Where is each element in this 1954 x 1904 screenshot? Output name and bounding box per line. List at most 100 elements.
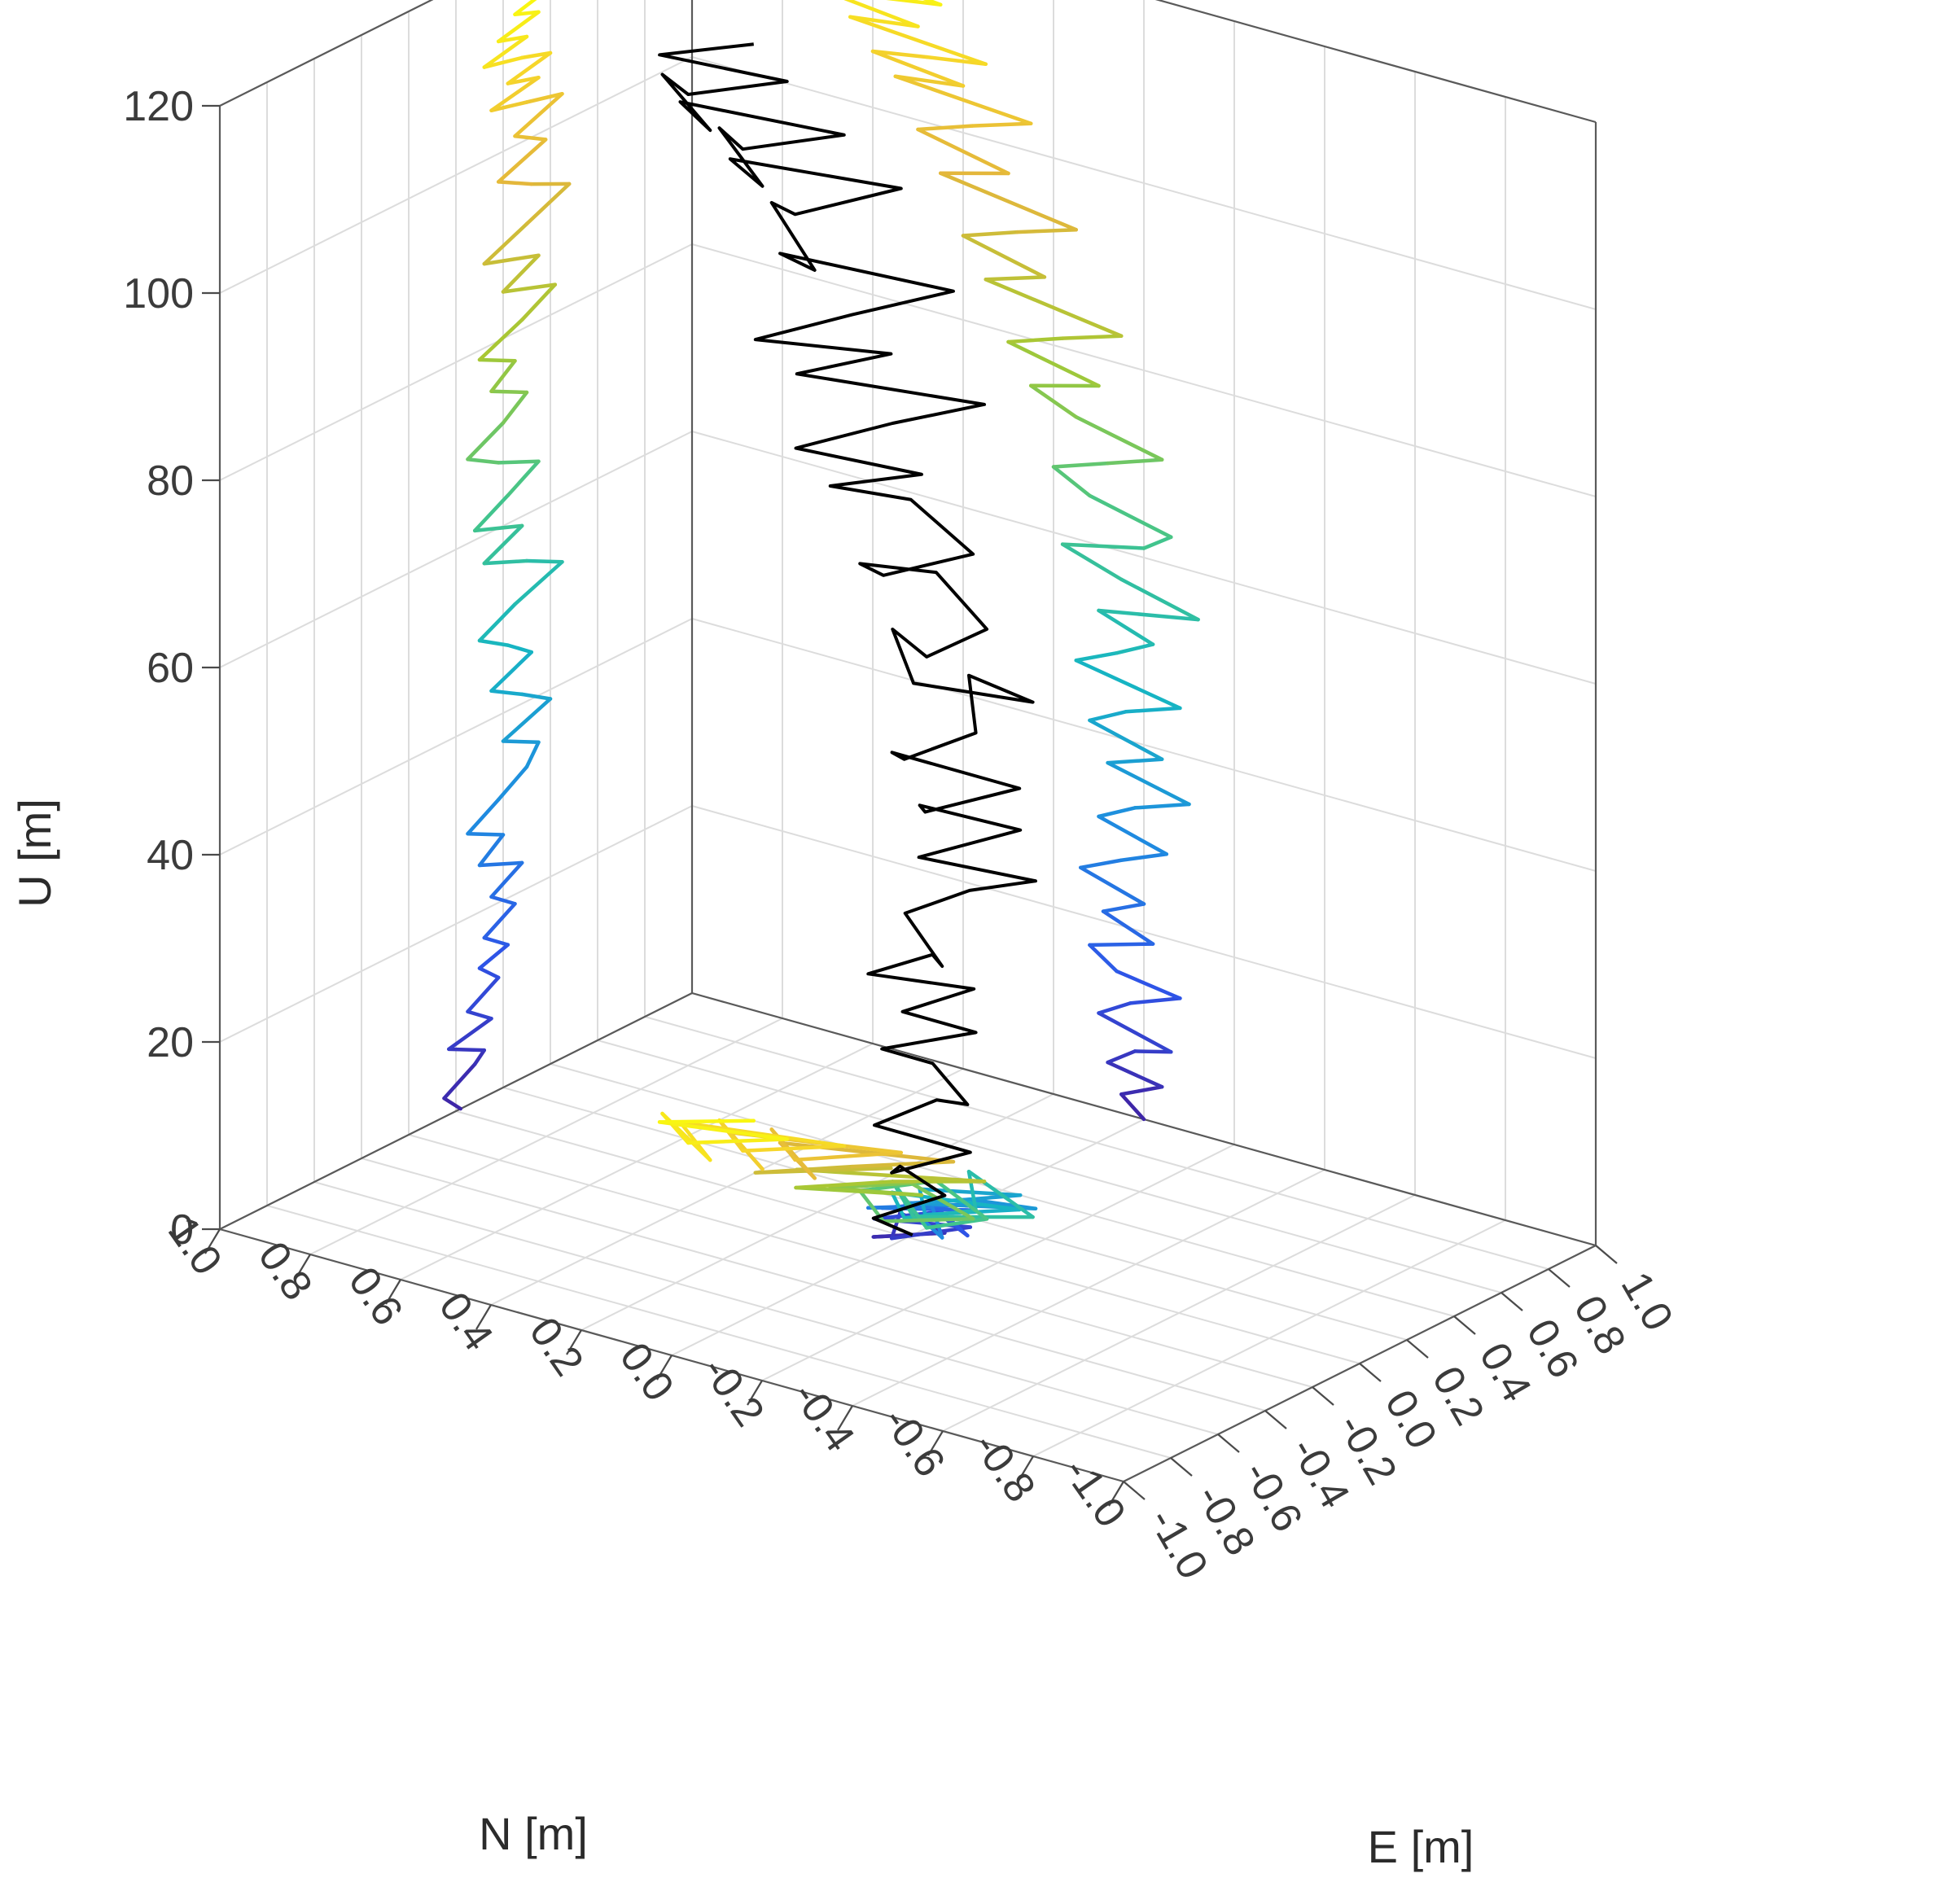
en-wall-projection-segment (489, 860, 524, 899)
nu-wall-projection-segment (961, 234, 1047, 279)
x-tick-mark (1501, 1292, 1523, 1311)
en-wall-projection-segment (496, 764, 529, 802)
y-tick-label: 0.8 (249, 1233, 322, 1308)
en-wall-projection-segment (506, 643, 534, 654)
en-wall-projection-segment (477, 966, 501, 980)
wall-grid-line (691, 243, 1597, 497)
en-wall-projection-segment (513, 560, 564, 606)
nu-wall-projection-segment (1079, 865, 1146, 906)
z-axis-label: U [m] (9, 799, 60, 908)
en-wall-projection-segment (466, 798, 501, 836)
projection-lines (442, 0, 1200, 1241)
nu-wall-projection-segment (1101, 909, 1155, 946)
en-wall-projection-segment (472, 523, 524, 533)
floor-projection-segment (890, 1190, 906, 1220)
z-tick-label: 60 (147, 645, 194, 692)
nu-wall-projection-segment (870, 49, 966, 88)
nu-wall-projection-segment (1088, 718, 1164, 761)
x-tick-mark (1312, 1386, 1334, 1406)
wall-grid-line (691, 56, 1597, 310)
nu-wall-projection-segment (1106, 457, 1164, 466)
nu-wall-projection-segment (970, 121, 1033, 128)
en-wall-projection-segment (513, 0, 537, 16)
z-tick-label: 40 (147, 832, 194, 879)
floor-projection-segment (934, 1179, 989, 1221)
en-wall-projection-segment (506, 50, 553, 85)
nu-wall-projection-segment (1115, 642, 1155, 655)
nu-wall-projection-segment (984, 275, 1047, 282)
y-tick-label: -0.6 (874, 1398, 954, 1486)
nu-wall-projection-segment (1097, 608, 1155, 646)
grid-lines (219, 0, 1597, 1482)
z-tick-label: 100 (123, 270, 194, 317)
nu-wall-projection-segment (1141, 535, 1173, 550)
nu-wall-projection-segment (984, 278, 1124, 338)
en-wall-projection-segment (482, 253, 541, 266)
nu-wall-projection-segment (1088, 710, 1128, 723)
nu-wall-projection-segment (1060, 542, 1146, 550)
y-tick-label: 0.4 (430, 1284, 502, 1359)
en-wall-projection-segment (482, 523, 524, 566)
floor-projection-segment (686, 1137, 789, 1145)
nu-wall-projection-segment (893, 74, 1033, 125)
floor-projection-segment (966, 1170, 978, 1213)
nu-wall-projection-segment (1133, 1049, 1173, 1054)
nu-wall-projection-segment (1101, 902, 1146, 913)
en-wall-projection-segment (524, 558, 564, 564)
y-tick-mark (656, 1355, 673, 1381)
box-edge (219, 0, 434, 107)
y-tick-mark (837, 1405, 853, 1431)
wall-grid-line (691, 805, 1597, 1059)
en-wall-projection-segment (513, 10, 541, 16)
en-wall-projection-segment (466, 975, 501, 1013)
x-tick-mark (1406, 1339, 1429, 1359)
en-wall-projection-segment (482, 935, 510, 947)
en-wall-projection-segment (501, 253, 541, 294)
y-tick-label: 0.6 (340, 1258, 412, 1333)
x-tick-mark (1170, 1457, 1193, 1477)
floor-projection-segment (850, 1159, 956, 1169)
en-wall-projection-segment (442, 1062, 477, 1101)
floor-projection-segment (828, 1181, 913, 1190)
nu-wall-projection-segment (1060, 334, 1124, 340)
floor-projection-segment (924, 1217, 989, 1230)
nu-wall-projection-segment (1097, 1001, 1133, 1015)
wall-grid-line (219, 805, 693, 1043)
nu-wall-projection-segment (1106, 1060, 1164, 1089)
x-axis-label: E [m] (1368, 1821, 1474, 1872)
en-wall-projection-segment (519, 282, 558, 322)
nu-wall-projection-segment (1051, 461, 1110, 469)
nu-wall-projection-segment (939, 171, 1078, 232)
y-tick-mark (1018, 1455, 1034, 1482)
en-wall-projection-segment (519, 692, 553, 701)
nu-wall-projection-segment (1106, 757, 1164, 765)
y-tick-mark (747, 1380, 763, 1406)
en-wall-projection-segment (466, 1009, 493, 1021)
en-wall-projection-segment (466, 421, 506, 462)
nu-wall-projection-segment (1029, 383, 1078, 419)
axis-ticks: 020406080100120-1.0-0.8-0.6-0.4-0.20.00.… (123, 83, 1682, 1587)
trajectory-line (658, 42, 1037, 1237)
floor-grid-line (852, 1169, 1325, 1407)
en-wall-projection-segment (472, 1048, 487, 1066)
y-axis-label: N [m] (479, 1808, 588, 1859)
nu-wall-projection-segment (1119, 577, 1200, 622)
en-wall-projection-segment (477, 602, 517, 643)
en-wall-projection-segment (496, 180, 534, 186)
nu-wall-projection-segment (1106, 1049, 1137, 1065)
en-wall-projection-segment (482, 558, 529, 566)
z-tick-label: 80 (147, 457, 194, 505)
en-wall-projection-segment (506, 459, 541, 497)
floor-projection-segment (793, 1150, 903, 1162)
en-wall-projection-segment (482, 55, 524, 69)
nu-wall-projection-segment (925, 55, 988, 66)
nu-wall-projection-segment (1124, 706, 1182, 714)
y-tick-label: -0.2 (693, 1348, 773, 1435)
y-tick-mark (385, 1279, 401, 1305)
en-wall-projection-segment (506, 76, 541, 85)
nu-wall-projection-segment (1106, 760, 1191, 807)
nu-wall-projection-segment (1088, 493, 1173, 540)
floor-grid-line (309, 1018, 783, 1255)
floor-projection-segment (660, 1111, 690, 1145)
